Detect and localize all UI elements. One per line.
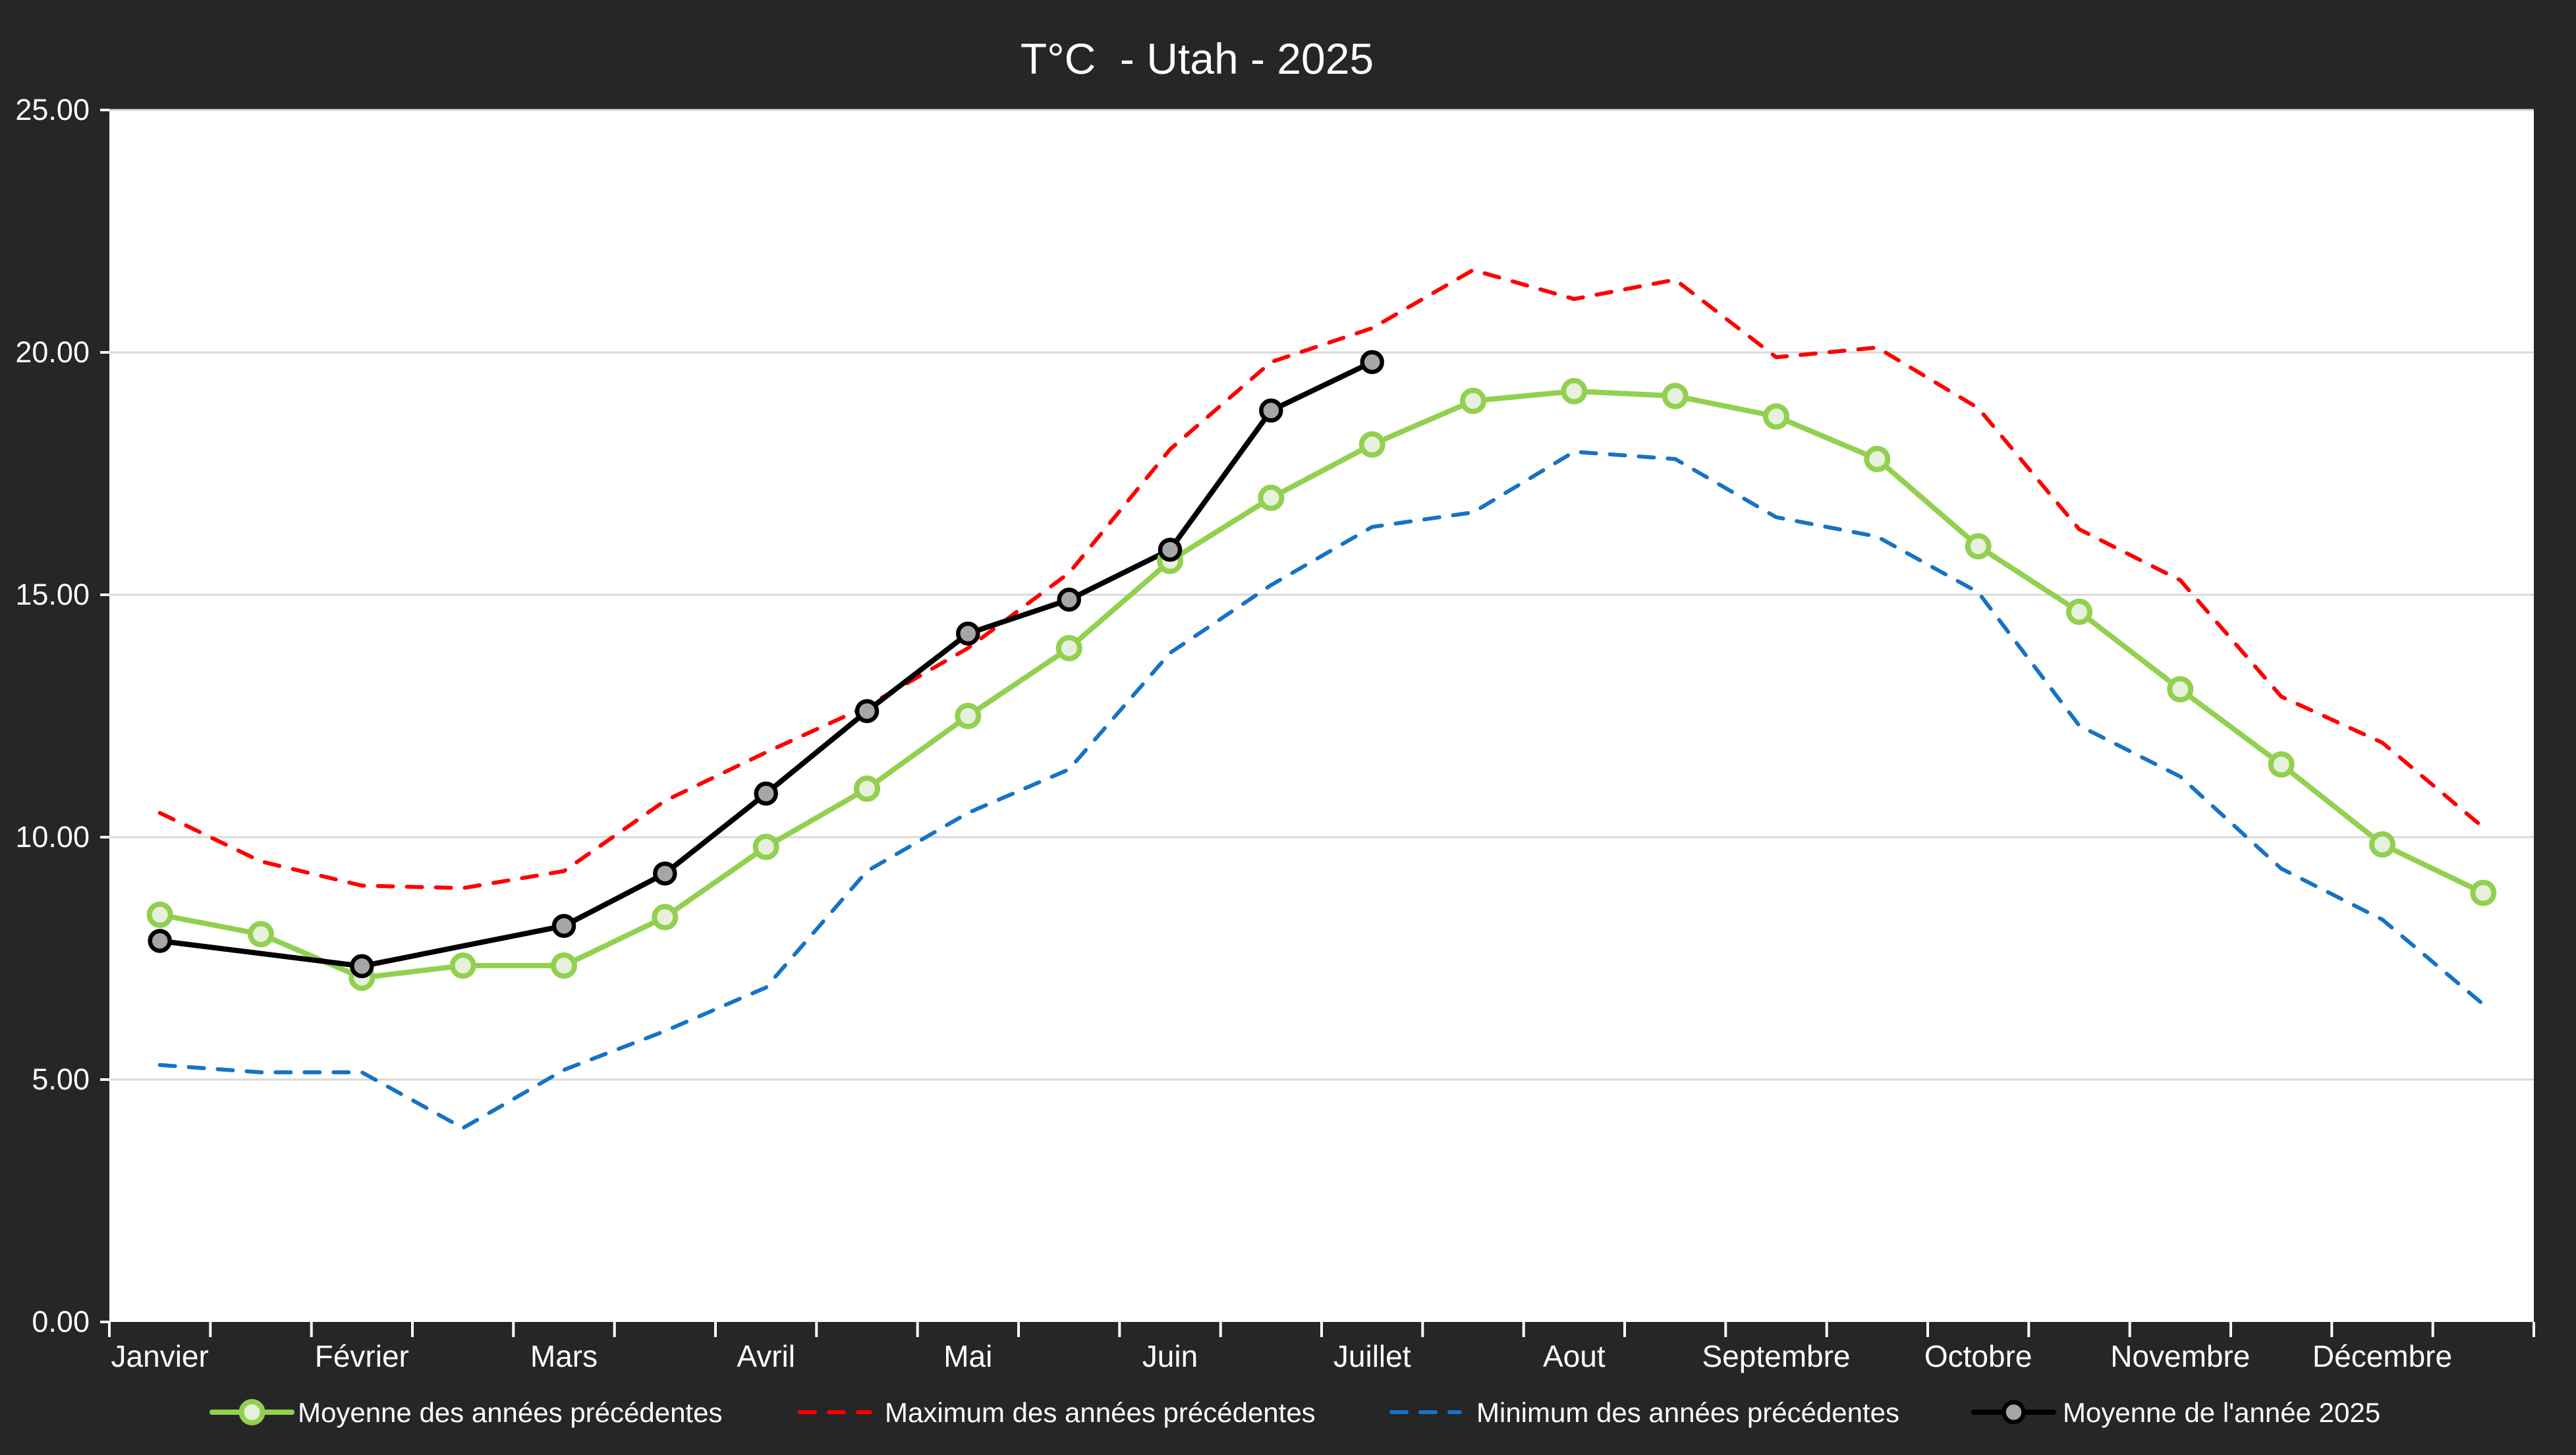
- svg-text:Septembre: Septembre: [1702, 1339, 1850, 1373]
- svg-text:5.00: 5.00: [32, 1062, 90, 1096]
- svg-text:Octobre: Octobre: [1924, 1339, 2032, 1373]
- svg-text:Novembre: Novembre: [2110, 1339, 2250, 1373]
- svg-text:Juin: Juin: [1142, 1339, 1198, 1373]
- svg-text:Minimum des années précédentes: Minimum des années précédentes: [1476, 1397, 1899, 1428]
- svg-text:Mai: Mai: [943, 1339, 992, 1373]
- svg-text:Avril: Avril: [737, 1339, 795, 1373]
- svg-text:Moyenne des années précédentes: Moyenne des années précédentes: [298, 1397, 722, 1428]
- svg-text:Maximum des années précédentes: Maximum des années précédentes: [885, 1397, 1316, 1428]
- svg-text:10.00: 10.00: [15, 820, 90, 854]
- svg-text:Moyenne de l'année 2025: Moyenne de l'année 2025: [2063, 1397, 2380, 1428]
- svg-text:Février: Février: [315, 1339, 409, 1373]
- svg-text:20.00: 20.00: [15, 335, 90, 369]
- svg-text:Janvier: Janvier: [111, 1339, 209, 1373]
- svg-text:Juillet: Juillet: [1333, 1339, 1411, 1373]
- svg-text:0.00: 0.00: [32, 1305, 90, 1338]
- svg-text:Décembre: Décembre: [2312, 1339, 2452, 1373]
- svg-text:Aout: Aout: [1543, 1339, 1606, 1373]
- svg-text:Mars: Mars: [530, 1339, 598, 1373]
- svg-text:T°C - Utah - 2025: T°C - Utah - 2025: [1021, 34, 1374, 83]
- svg-text:25.00: 25.00: [15, 93, 90, 126]
- svg-text:15.00: 15.00: [15, 578, 90, 611]
